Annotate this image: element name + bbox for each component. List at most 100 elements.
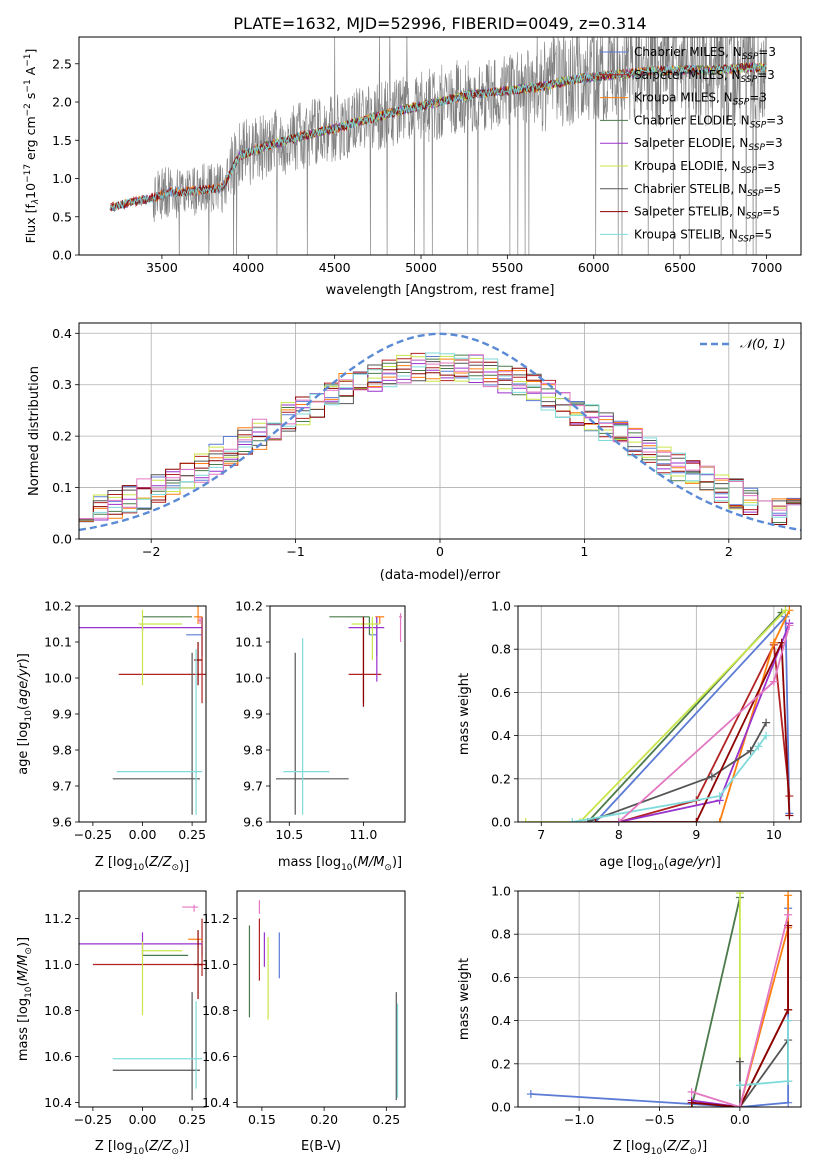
point-marker [576,818,585,822]
point-marker [735,1103,744,1107]
x-axis-label: E(B-V) [301,1139,341,1154]
label-part: Flux [f [23,204,38,244]
y-tick-label: 11.2 [202,911,230,926]
label-part: ( [662,1139,667,1154]
label-part: mass [log [278,855,341,870]
series-line [691,914,789,1107]
plot-area [248,900,399,1101]
y-tick-label: 9.7 [243,779,263,794]
point-marker [692,818,701,822]
y-tick-label: 9.7 [52,779,72,794]
label-part: SSP [747,189,764,199]
legend-entry: Chabrier STELIB, NSSP=5 [634,182,781,199]
label-part: =3 [765,136,783,150]
legend-entry: Kroupa MILES, NSSP=3 [634,91,767,108]
axes-frame [78,322,802,540]
y-tick-label: 9.6 [243,815,263,830]
label-part: 10 [133,1147,145,1157]
histogram-step [79,352,801,520]
series-line [690,897,741,1107]
label-part: SSP [746,212,763,222]
label-part: ⊙ [171,1147,179,1157]
label-part: Chabrier MILES, N [634,45,742,59]
label-part: erg cm [23,116,38,164]
y-tick-label: 9.6 [52,815,72,830]
histogram-step [79,354,801,521]
plot-area [79,904,206,1101]
label-part: age/yr [669,855,712,870]
label-part: SSP [741,75,758,85]
point-marker [785,621,794,630]
y-tick-label: 1.0 [491,884,511,899]
point-marker [715,792,724,801]
point-marker [769,638,778,647]
y-tick-label: 10.8 [202,1003,230,1018]
x-tick-label: 8 [615,827,623,842]
x-tick-label: 0.25 [178,1112,206,1127]
label-part: Z/Z [148,1139,172,1154]
label-part: Z [148,855,159,870]
x-axis-label: Z [log10(Z/Z⊙)] [95,1139,189,1157]
y-tick-label: 0.6 [491,970,511,985]
label-part: 10 [652,863,664,873]
y-tick-label: 0.8 [491,642,511,657]
x-axis-label: mass [log10(M/M⊙)] [278,855,402,873]
plot-area [518,891,801,1107]
label-part: age [log [16,722,31,775]
point-marker [784,1098,793,1107]
axes-frame [517,605,802,823]
legend-entry: Chabrier MILES, NSSP=3 [634,45,776,62]
label-part: )] [392,855,402,870]
label-part: Salpeter STELIB, N [634,205,746,219]
label-part: ( [144,1139,149,1154]
y-tick-label: 0.5 [52,209,72,224]
x-tick-label: 6500 [664,260,696,275]
label-part: Z [162,855,173,870]
label-part: age/yr [16,662,31,705]
point-marker [762,731,771,740]
y-tick-label: 10.2 [44,599,72,614]
legend-entry: Salpeter ELODIE, NSSP=3 [634,136,783,153]
y-tick-label: 2.5 [52,56,72,71]
label-part: Z [log [95,855,133,870]
x-axis-label: age [log10(age/yr)] [599,855,721,873]
label-part: ⊙ [689,1147,697,1157]
x-tick-label: 2 [725,544,733,559]
y-tick-label: 9.9 [52,707,72,722]
plot-area [275,613,403,815]
series-line [525,609,787,822]
y-tick-label: 0.6 [491,685,511,700]
point-marker [735,891,744,898]
label-part: Salpeter MILES, N [634,68,741,82]
point-marker [526,1090,535,1099]
x-tick-label: 5500 [491,260,523,275]
y-tick-label: 0.4 [491,1013,511,1028]
label-part: )] [179,859,189,874]
label-part: −1 [23,79,33,92]
label-part: =3 [757,159,775,173]
axis-label: Z [log10(Z/Z⊙)] [95,855,189,874]
y-axis-label: Flux [fλ10−17 erg cm−2 s−1 A−1] [23,49,41,244]
point-marker [614,818,623,822]
y-tick-label: 9.8 [52,743,72,758]
point-marker [521,818,530,822]
x-tick-label: 5000 [405,260,437,275]
x-tick-label: 4500 [319,260,351,275]
legend-entry: Chabrier ELODIE, NSSP=3 [634,113,784,130]
y-tick-label: 10.4 [202,1095,230,1110]
label-part: 10 [24,710,34,722]
y-tick-label: 0.0 [52,248,72,263]
label-part: SSP [738,234,755,244]
point-marker [784,910,793,919]
label-part: ( [144,855,149,870]
x-tick-label: 7000 [751,260,783,275]
label-part: ] [23,49,38,54]
label-part: )] [711,855,721,870]
series-line [618,641,791,822]
axes-frame [269,605,406,823]
axes-frame [236,890,406,1108]
y-tick-label: 0.4 [52,326,72,341]
y-tick-label: 1.0 [52,171,72,186]
axes-frame [517,890,802,1108]
